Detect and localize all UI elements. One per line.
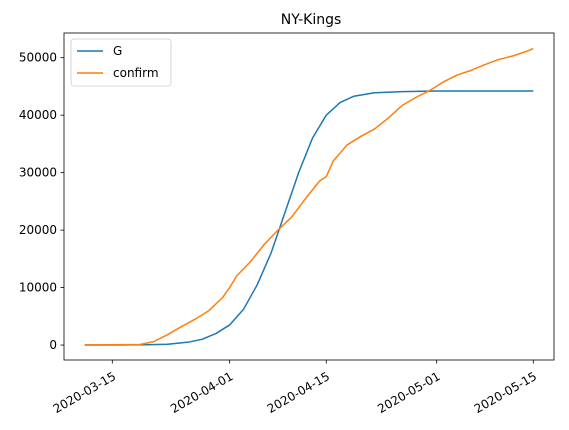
- x-tick-label: 2020-05-01: [375, 369, 442, 416]
- y-axis: 0 10000 20000 30000 40000 50000: [19, 51, 64, 352]
- legend-label-confirm: confirm: [113, 66, 159, 80]
- series-line-confirm: [84, 47, 534, 346]
- series-layer: [84, 47, 534, 346]
- x-tick-label: 2020-04-15: [265, 369, 332, 416]
- y-tick-label: 0: [49, 338, 57, 352]
- x-axis: 2020-03-15 2020-04-01 2020-04-15 2020-05-01…: [51, 360, 539, 416]
- x-tick-label: 2020-04-01: [168, 369, 235, 416]
- y-tick-label: 40000: [19, 108, 57, 122]
- y-tick-label: 50000: [19, 51, 57, 65]
- x-tick-label: 2020-03-15: [51, 369, 118, 416]
- plot-area: [63, 32, 555, 361]
- x-tick-label: 2020-05-15: [472, 369, 539, 416]
- y-tick-label: 30000: [19, 166, 57, 180]
- legend-label-G: G: [113, 44, 122, 58]
- plot-frame: [63, 32, 555, 361]
- y-tick-label: 10000: [19, 281, 57, 295]
- chart-title: NY-Kings: [281, 12, 342, 28]
- y-tick-label: 20000: [19, 223, 57, 237]
- series-line-G: [84, 90, 534, 346]
